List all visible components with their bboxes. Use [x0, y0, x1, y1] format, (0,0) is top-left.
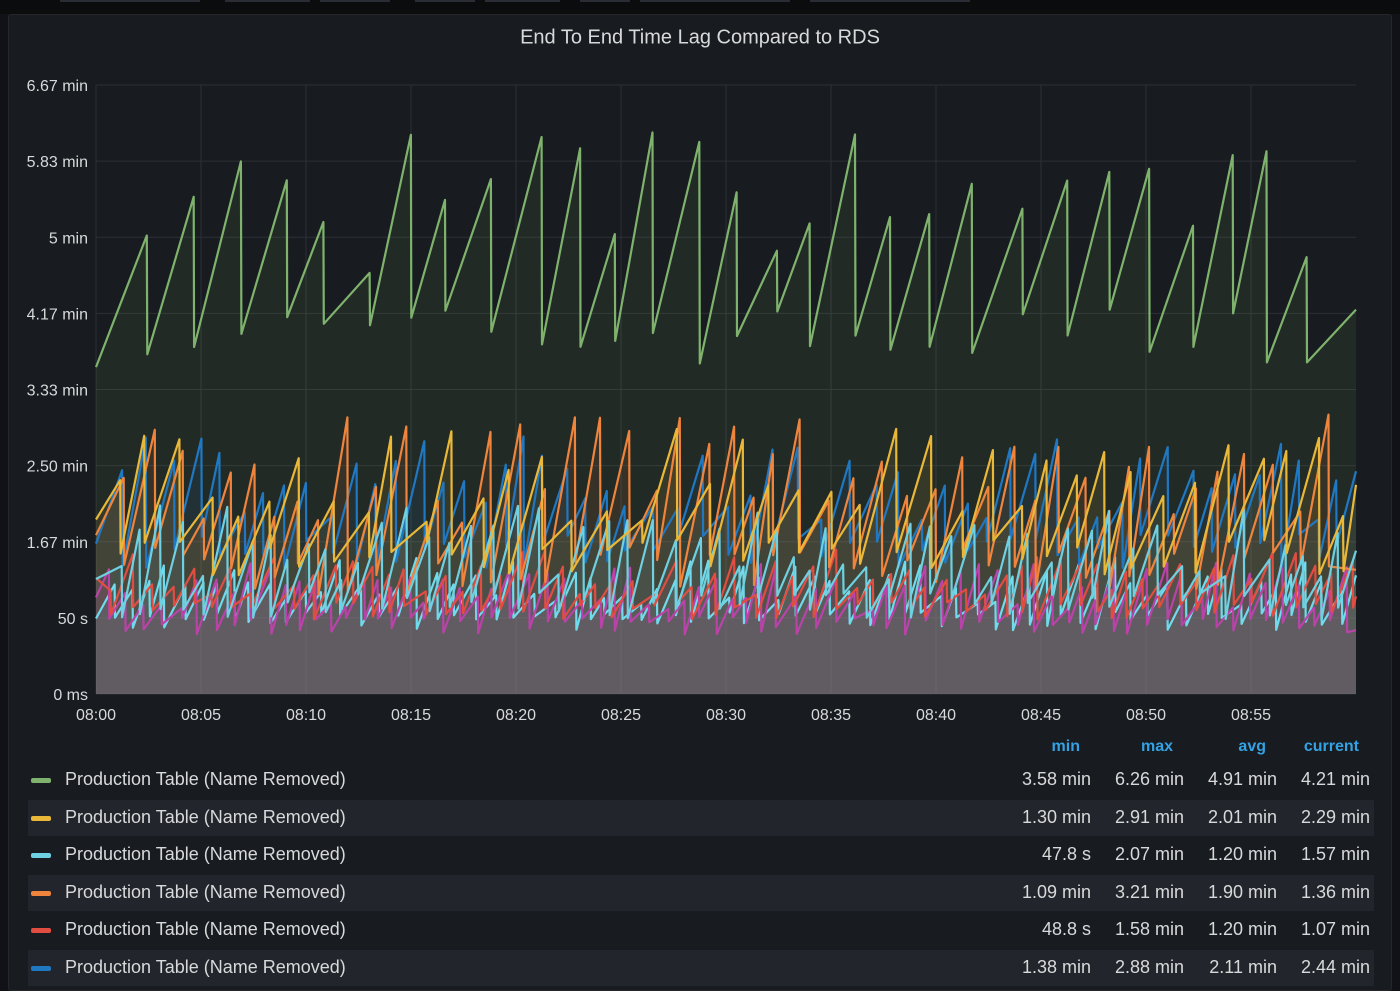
series-color-swatch[interactable] [31, 928, 51, 933]
legend-max-value: 6.26 min [1114, 769, 1184, 789]
y-tick-label: 3.33 min [27, 383, 88, 400]
top-tab [580, 0, 630, 2]
legend-row[interactable]: Production Table (Name Removed) 3.58 min… [28, 762, 1374, 798]
legend-current-value: 2.44 min [1300, 957, 1370, 977]
legend-row[interactable]: Production Table (Name Removed) 47.8 s 2… [28, 837, 1374, 873]
series-area [96, 428, 1356, 694]
legend-min-value: 47.8 s [1041, 844, 1091, 864]
legend-series-name[interactable]: Production Table (Name Removed) [65, 957, 346, 977]
legend-row[interactable]: Production Table (Name Removed) 1.38 min… [28, 950, 1374, 986]
legend-avg-value: 2.01 min [1207, 807, 1277, 827]
legend-row[interactable]: Production Table (Name Removed) 1.09 min… [28, 875, 1374, 911]
legend-avg-value: 1.90 min [1207, 882, 1277, 902]
legend-series-name[interactable]: Production Table (Name Removed) [65, 844, 346, 864]
legend-header-max[interactable]: max [1140, 738, 1173, 755]
series-color-swatch[interactable] [31, 853, 51, 858]
series-line[interactable] [95, 548, 1358, 621]
x-tick-label: 08:55 [1231, 707, 1271, 724]
legend-current-value: 2.29 min [1300, 807, 1370, 827]
series-area [96, 562, 1356, 694]
legend-current-value: 1.57 min [1300, 844, 1370, 864]
series-color-swatch[interactable] [31, 816, 51, 821]
legend-min-value: 1.30 min [1021, 807, 1091, 827]
x-tick-label: 08:05 [181, 707, 221, 724]
y-tick-label: 5 min [49, 230, 88, 247]
legend-max-value: 1.58 min [1114, 919, 1184, 939]
legend-row[interactable]: Production Table (Name Removed) 1.30 min… [28, 800, 1374, 836]
legend-series-name[interactable]: Production Table (Name Removed) [65, 769, 346, 789]
x-tick-label: 08:15 [391, 707, 431, 724]
legend-max-value: 2.88 min [1114, 957, 1184, 977]
y-tick-label: 5.83 min [27, 154, 88, 171]
legend-series-name[interactable]: Production Table (Name Removed) [65, 882, 346, 902]
legend-current-value: 1.36 min [1300, 882, 1370, 902]
legend-current-value: 4.21 min [1300, 769, 1370, 789]
legend-min-value: 3.58 min [1021, 769, 1091, 789]
legend-min-value: 1.38 min [1021, 957, 1091, 977]
legend-max-value: 2.91 min [1114, 807, 1184, 827]
legend-header-avg[interactable]: avg [1238, 738, 1266, 755]
legend-avg-value: 2.11 min [1209, 957, 1277, 977]
x-tick-label: 08:35 [811, 707, 851, 724]
x-tick-label: 08:50 [1126, 707, 1166, 724]
y-tick-label: 2.50 min [27, 459, 88, 476]
x-tick-label: 08:25 [601, 707, 641, 724]
y-tick-label: 50 s [58, 611, 88, 628]
top-tab [320, 0, 390, 2]
series-color-swatch[interactable] [31, 966, 51, 971]
top-tab [485, 0, 560, 2]
top-tab [810, 0, 970, 2]
series-area [96, 414, 1356, 694]
legend-max-value: 3.21 min [1114, 882, 1184, 902]
panel-title[interactable]: End To End Time Lag Compared to RDS [520, 26, 880, 49]
x-tick-label: 08:20 [496, 707, 536, 724]
series-line[interactable] [95, 427, 1358, 577]
legend-min-value: 48.8 s [1041, 919, 1091, 939]
time-series-chart[interactable]: 0 ms 50 s 1.67 min 2.50 min 3.33 min 4.17 min… [0, 0, 1400, 730]
x-tick-label: 08:10 [286, 707, 326, 724]
series-line[interactable] [95, 504, 1358, 621]
dashboard-top-strip [0, 0, 1400, 14]
legend-series-name[interactable]: Production Table (Name Removed) [65, 807, 346, 827]
y-tick-label: 6.67 min [27, 78, 88, 95]
legend-min-value: 1.09 min [1021, 882, 1091, 902]
x-tick-label: 08:40 [916, 707, 956, 724]
legend-current-value: 1.07 min [1300, 919, 1370, 939]
y-tick-label: 4.17 min [27, 306, 88, 323]
x-tick-label: 08:45 [1021, 707, 1061, 724]
legend-avg-value: 4.91 min [1207, 769, 1277, 789]
top-tab [225, 0, 310, 2]
series-color-swatch[interactable] [31, 778, 51, 783]
series-area [96, 549, 1356, 694]
legend-header-current[interactable]: current [1303, 738, 1359, 755]
y-tick-label: 1.67 min [27, 535, 88, 552]
legend-series-name[interactable]: Production Table (Name Removed) [65, 919, 346, 939]
series-color-swatch[interactable] [31, 891, 51, 896]
legend-row[interactable]: Production Table (Name Removed) 48.8 s 1… [28, 912, 1374, 948]
x-tick-label: 08:00 [76, 707, 116, 724]
legend-header-min[interactable]: min [1051, 738, 1080, 755]
legend-avg-value: 1.20 min [1207, 844, 1277, 864]
top-tab [60, 0, 200, 2]
top-tab [415, 0, 475, 2]
legend-avg-value: 1.20 min [1207, 919, 1277, 939]
y-tick-label: 0 ms [53, 687, 88, 704]
legend-max-value: 2.07 min [1114, 844, 1184, 864]
top-tab [640, 0, 790, 2]
x-tick-label: 08:30 [706, 707, 746, 724]
series-line[interactable] [94, 131, 1357, 368]
